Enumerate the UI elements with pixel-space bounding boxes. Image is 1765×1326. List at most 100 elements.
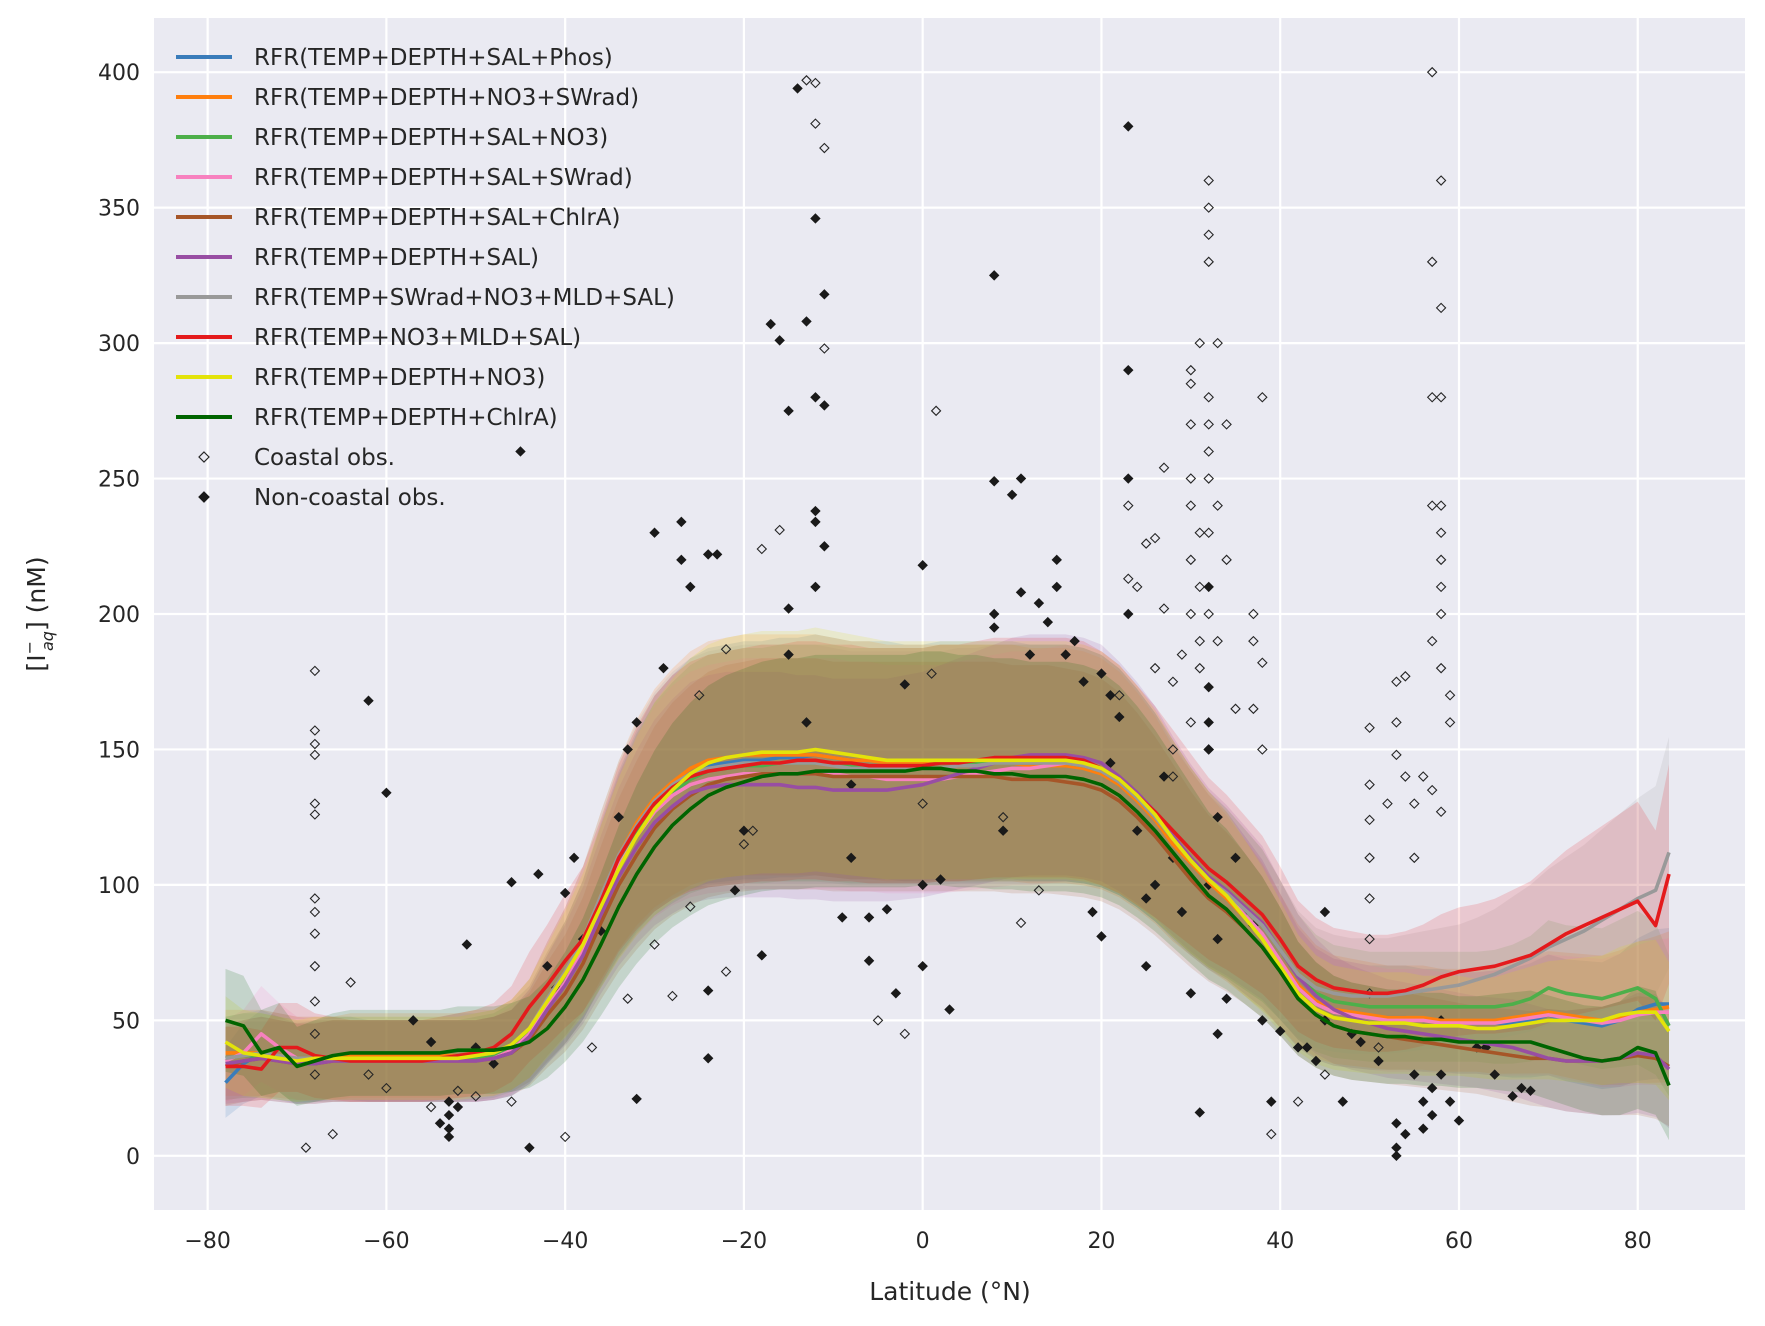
non-coastal-observation-marker <box>711 549 723 560</box>
non-coastal-observation-marker <box>819 541 830 552</box>
coastal-observation-marker <box>1292 1096 1304 1107</box>
legend-marker <box>198 491 210 503</box>
non-coastal-observation-marker <box>1042 616 1054 628</box>
coastal-observation-marker <box>1426 500 1438 511</box>
non-coastal-observation-marker <box>783 405 794 417</box>
non-coastal-observation-marker <box>1516 1082 1527 1094</box>
non-coastal-observation-marker <box>1435 1069 1447 1080</box>
coastal-observation-marker <box>1221 419 1232 430</box>
coastal-observation-marker <box>1185 608 1197 620</box>
coastal-observation-marker <box>309 1069 321 1080</box>
legend-label: RFR(TEMP+DEPTH+SAL) <box>254 245 539 271</box>
coastal-observation-marker <box>1185 378 1197 390</box>
coastal-observation-marker <box>1122 500 1134 511</box>
non-coastal-observation-marker <box>1096 668 1107 679</box>
non-coastal-observation-marker <box>881 904 893 915</box>
non-coastal-observation-marker <box>774 335 785 346</box>
non-coastal-observation-marker <box>676 516 687 528</box>
non-coastal-observation-marker <box>756 950 768 961</box>
coastal-observation-marker <box>1444 689 1456 701</box>
coastal-observation-marker <box>801 75 812 86</box>
x-tick-label: −40 <box>542 1229 588 1254</box>
x-tick-label: −20 <box>721 1229 767 1254</box>
coastal-observation-marker <box>1435 806 1447 818</box>
coastal-observation-marker <box>1248 635 1259 647</box>
series-line <box>225 755 1671 1071</box>
coastal-observation-marker <box>1373 1042 1384 1053</box>
x-tick-label: 60 <box>1445 1229 1473 1254</box>
y-axis-label-unit: ] (nM) <box>22 556 51 631</box>
non-coastal-observation-marker <box>1373 1055 1384 1067</box>
non-coastal-observation-marker <box>765 318 776 330</box>
non-coastal-observation-marker <box>1212 1028 1223 1040</box>
coastal-observation-marker <box>622 993 634 1004</box>
legend: RFR(TEMP+DEPTH+SAL+Phos) RFR(TEMP+DEPTH+N… <box>176 45 675 511</box>
coastal-observation-marker <box>1185 500 1197 511</box>
non-coastal-observation-marker <box>845 852 857 864</box>
non-coastal-observation-marker <box>1444 1096 1456 1107</box>
non-coastal-observation-marker <box>1391 1150 1402 1162</box>
non-coastal-observation-marker <box>810 581 821 593</box>
coastal-observation-marker <box>872 1015 884 1026</box>
non-coastal-observation-marker <box>1230 852 1241 864</box>
non-coastal-observation-marker <box>935 874 946 885</box>
legend-label: RFR(TEMP+DEPTH+NO3+SWrad) <box>254 85 639 111</box>
coastal-observation-marker <box>738 838 750 850</box>
x-tick-labels: −80 −60 −40 −20 0 20 40 60 80 <box>184 1229 1651 1254</box>
coastal-observations <box>300 66 1456 1153</box>
coastal-observation-marker <box>1221 554 1232 566</box>
non-coastal-observation-marker <box>738 825 750 836</box>
non-coastal-observation-marker <box>524 1142 535 1153</box>
coastal-observation-marker <box>1185 717 1197 728</box>
y-axis-label: [I−aq] (nM) <box>20 556 57 671</box>
legend-label: RFR(TEMP+SWrad+NO3+MLD+SAL) <box>254 285 675 311</box>
coastal-observation-marker <box>1149 662 1161 674</box>
coastal-observation-marker <box>1435 608 1447 620</box>
coastal-observation-marker <box>1203 473 1214 484</box>
non-coastal-observation-marker <box>783 603 794 614</box>
coastal-observation-marker <box>1194 581 1206 593</box>
coastal-observation-marker <box>1167 676 1179 688</box>
coastal-observation-marker <box>470 1090 482 1102</box>
coastal-observation-marker <box>1203 175 1214 186</box>
series-line <box>224 747 1671 1063</box>
series-line <box>224 766 1671 1087</box>
non-coastal-observation-marker <box>622 744 633 755</box>
non-coastal-observation-marker <box>1078 676 1089 687</box>
non-coastal-observation-marker <box>1158 771 1170 782</box>
non-coastal-observation-marker <box>649 527 660 538</box>
coastal-observation-marker <box>1435 175 1447 186</box>
legend-label: RFR(TEMP+DEPTH+SAL+SWrad) <box>254 165 633 191</box>
coastal-observation-marker <box>1203 608 1214 620</box>
coastal-observation-marker <box>1158 462 1170 473</box>
coastal-observation-marker <box>1444 717 1456 728</box>
y-tick-label: 300 <box>98 332 140 357</box>
coastal-observation-marker <box>1409 852 1420 864</box>
coastal-observation-marker <box>1409 798 1420 809</box>
coastal-observation-marker <box>693 689 705 701</box>
coastal-observation-marker <box>1203 256 1214 268</box>
coastal-observation-marker <box>1212 635 1223 647</box>
coastal-observation-marker <box>1149 532 1161 544</box>
non-coastal-observation-marker <box>1489 1069 1500 1080</box>
coastal-observation-marker <box>1167 771 1179 782</box>
non-coastal-observation-marker <box>1212 811 1223 823</box>
non-coastal-observation-marker <box>1123 473 1134 484</box>
coastal-observation-marker <box>667 990 678 1002</box>
coastal-observation-marker <box>685 901 696 912</box>
coastal-observation-marker <box>1185 554 1197 566</box>
coastal-observation-marker <box>1364 722 1375 734</box>
non-coastal-observation-marker <box>542 960 553 972</box>
coastal-observation-marker <box>309 665 321 677</box>
x-axis-label: Latitude (°N) <box>869 1277 1031 1306</box>
non-coastal-observation-marker <box>988 622 1000 633</box>
non-coastal-observation-marker <box>676 554 687 566</box>
coastal-observation-marker <box>309 893 321 904</box>
coastal-observation-marker <box>1203 527 1214 539</box>
non-coastal-observation-marker <box>1319 906 1331 918</box>
non-coastal-observation-marker <box>1123 364 1134 376</box>
legend-label: RFR(TEMP+DEPTH+SAL+ChlrA) <box>254 205 621 231</box>
legend-label: RFR(TEMP+DEPTH+SAL+Phos) <box>254 45 613 71</box>
coastal-observation-marker <box>309 1028 321 1040</box>
coastal-observation-marker <box>1391 749 1402 761</box>
